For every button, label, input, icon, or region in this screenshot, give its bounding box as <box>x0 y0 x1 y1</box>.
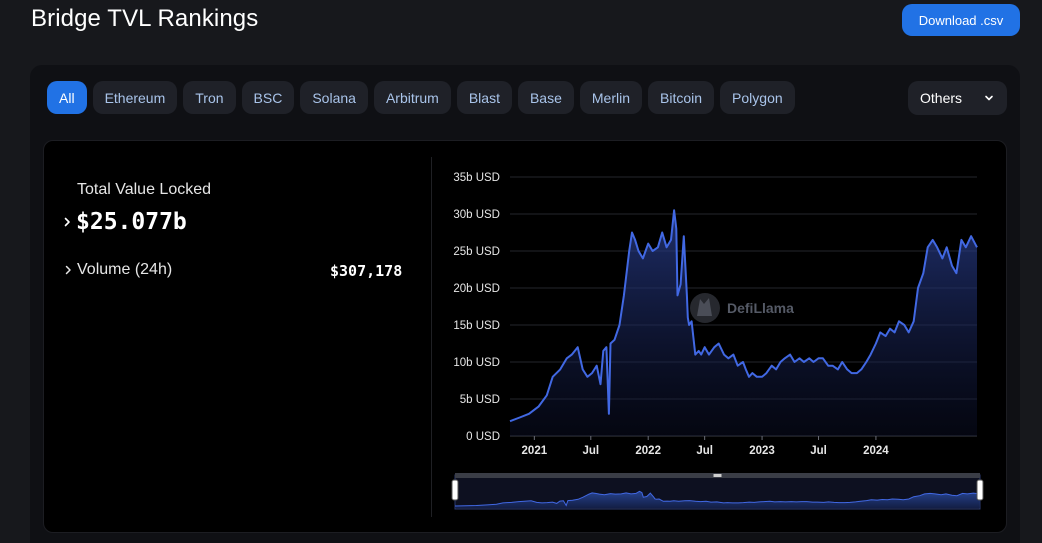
others-label: Others <box>920 90 963 106</box>
tvl-label: Total Value Locked <box>77 181 212 198</box>
tvl-line <box>509 209 978 423</box>
tvl-chart[interactable]: 0 USD 5b USD 10b USD 15b USD 20b USD 25b USD 3… <box>44 141 1008 534</box>
y-axis: 0 USD 5b USD 10b USD 15b USD 20b USD 25b USD 3… <box>453 172 500 443</box>
chain-tab-arbitrum[interactable]: Arbitrum <box>373 81 451 114</box>
volume-toggle[interactable]: Volume (24h) <box>62 261 172 279</box>
watermark: DefiLlama <box>690 293 794 323</box>
chain-filter-bar: All Ethereum Tron BSC Solana Arbitrum Blast Bas… <box>47 81 795 114</box>
chain-tab-all[interactable]: All <box>47 81 87 114</box>
x-tick-label: Jul <box>810 445 827 457</box>
y-tick-label: 15b USD <box>453 320 500 332</box>
chain-tab-polygon[interactable]: Polygon <box>720 81 795 114</box>
y-tick-label: 20b USD <box>453 283 500 295</box>
volume-value: $307,178 <box>330 262 403 280</box>
chain-tab-bitcoin[interactable]: Bitcoin <box>648 81 715 114</box>
rankings-panel: All Ethereum Tron BSC Solana Arbitrum Blast Bas… <box>30 65 1020 543</box>
x-tick-label: 2023 <box>749 445 775 457</box>
x-axis: 2021 Jul 2022 Jul 2023 Jul 2024 <box>522 436 889 457</box>
x-tick-label: Jul <box>582 445 599 457</box>
zoom-brush[interactable] <box>451 473 984 510</box>
brush-handle-right[interactable] <box>976 479 984 501</box>
x-tick-label: 2021 <box>522 445 548 457</box>
chain-tab-base[interactable]: Base <box>517 81 574 114</box>
chain-tab-solana[interactable]: Solana <box>300 81 368 114</box>
brush-grip-icon[interactable] <box>713 474 722 477</box>
chevron-down-icon <box>985 95 993 101</box>
chain-tab-blast[interactable]: Blast <box>456 81 512 114</box>
y-tick-label: 10b USD <box>453 357 500 369</box>
y-tick-label: 25b USD <box>453 246 500 258</box>
brush-handle-left[interactable] <box>451 479 459 501</box>
tvl-value: $25.077b <box>76 209 187 235</box>
volume-label: Volume (24h) <box>77 261 173 278</box>
x-tick-label: 2024 <box>863 445 889 457</box>
defillama-logo-icon <box>690 293 720 323</box>
chain-tab-tron[interactable]: Tron <box>183 81 236 114</box>
chevron-right-icon <box>64 217 70 227</box>
chevron-right-icon <box>65 265 71 275</box>
brush-overview-line <box>454 490 981 507</box>
download-csv-button[interactable]: Download .csv <box>902 4 1020 36</box>
chart-card: Total Value Locked $25.077b Volume (24h)… <box>43 140 1007 533</box>
y-tick-label: 30b USD <box>453 209 500 221</box>
tvl-area <box>510 210 977 436</box>
chain-tab-ethereum[interactable]: Ethereum <box>92 81 178 114</box>
tvl-series <box>509 209 978 436</box>
chain-tab-merlin[interactable]: Merlin <box>579 81 643 114</box>
x-tick-label: 2022 <box>635 445 661 457</box>
x-tick-label: Jul <box>696 445 713 457</box>
watermark-text: DefiLlama <box>727 300 794 316</box>
tvl-toggle[interactable]: $25.077b <box>61 209 187 235</box>
others-dropdown[interactable]: Others <box>908 81 1007 115</box>
chain-tab-bsc[interactable]: BSC <box>241 81 295 114</box>
y-tick-label: 35b USD <box>453 172 500 184</box>
y-tick-label: 0 USD <box>466 431 500 443</box>
divider <box>431 157 432 517</box>
y-tick-label: 5b USD <box>460 394 500 406</box>
brush-overview-area <box>455 491 980 508</box>
page-title: Bridge TVL Rankings <box>31 5 259 32</box>
